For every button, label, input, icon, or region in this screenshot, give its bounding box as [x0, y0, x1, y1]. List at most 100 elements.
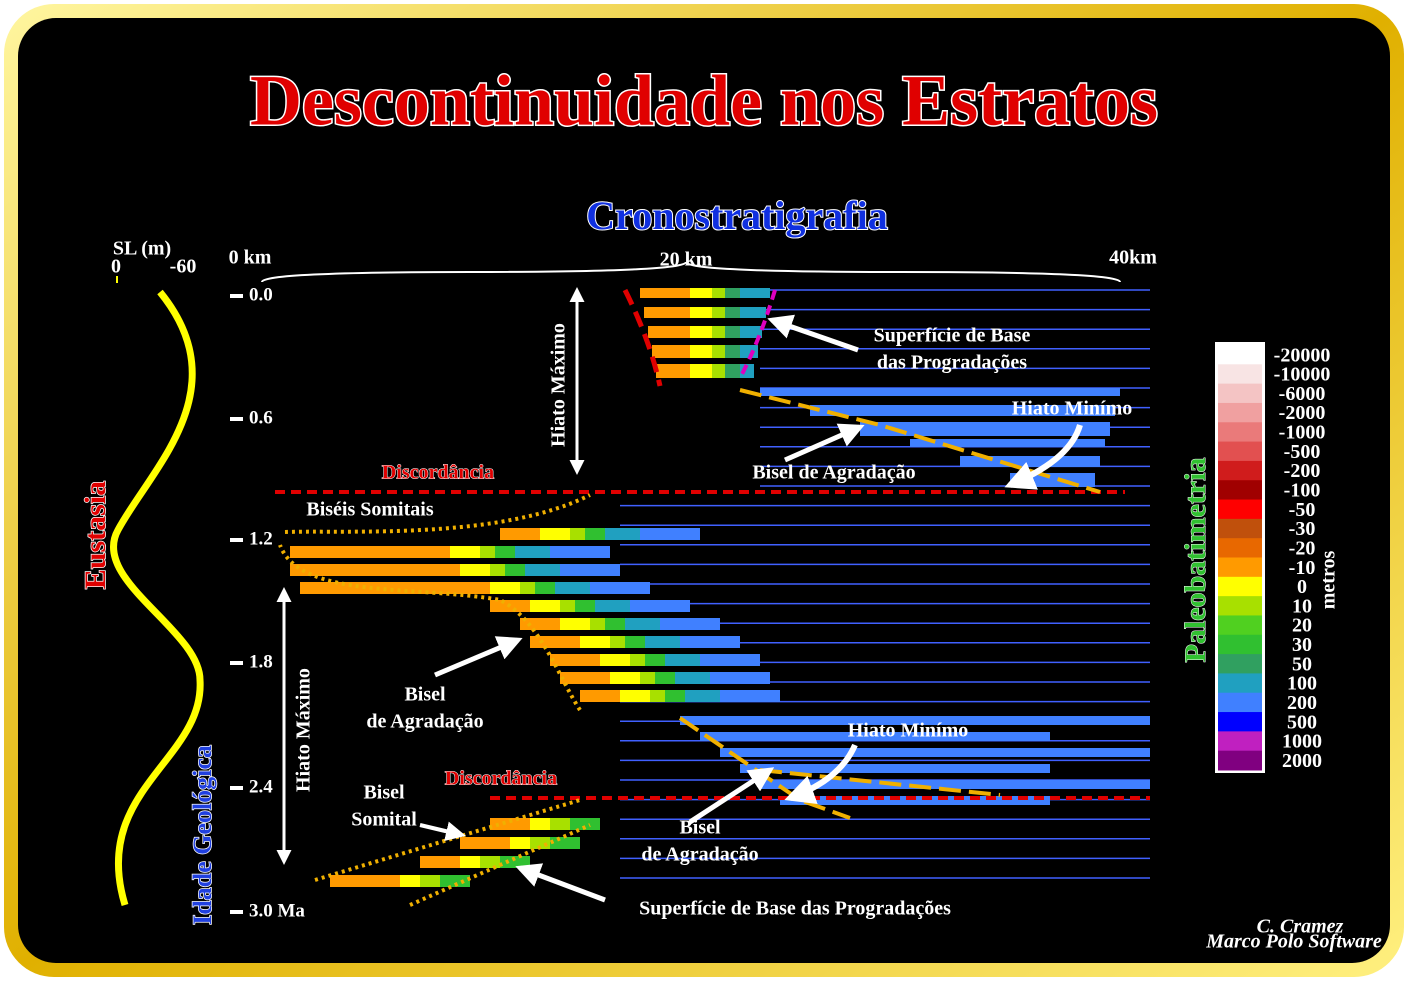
stratum	[680, 636, 740, 648]
stratum	[700, 654, 760, 666]
arrow	[1004, 424, 1083, 490]
stratum	[300, 582, 490, 594]
stratum	[665, 690, 685, 702]
stratum	[690, 307, 712, 318]
stratum	[460, 837, 510, 849]
stratum	[595, 600, 630, 612]
stratum	[648, 326, 690, 338]
stratum	[860, 422, 1110, 436]
stratum	[760, 388, 1120, 396]
annotation: Superfície de Base	[874, 325, 1031, 347]
stratum	[550, 837, 580, 849]
stratum	[510, 837, 530, 849]
stratum	[605, 528, 640, 540]
legend-label: 100	[1287, 673, 1317, 695]
stratum	[640, 528, 700, 540]
legend-swatch	[1218, 499, 1262, 520]
legend-swatch	[1218, 364, 1262, 385]
age-label: 1.2	[249, 528, 273, 549]
stratum	[560, 564, 620, 576]
stratum	[625, 636, 645, 648]
legend-label: -200	[1284, 460, 1321, 482]
stratum	[480, 856, 500, 868]
legend-swatch	[1218, 596, 1262, 616]
stratum	[450, 546, 480, 558]
stratum	[530, 636, 580, 648]
stratum	[505, 564, 525, 576]
distance-label: 20 km	[660, 249, 713, 271]
surface	[278, 493, 591, 712]
annotation: de Agradação	[366, 711, 483, 733]
distance-brace	[261, 261, 1121, 283]
eustasy-title: Eustasia	[79, 481, 112, 589]
sea-level-tick: 0	[111, 256, 121, 278]
subtitle: Cronostratigrafia	[586, 193, 887, 238]
arrow	[688, 767, 775, 825]
stratum	[700, 732, 1050, 741]
stratum	[570, 528, 585, 540]
arrow	[784, 743, 858, 804]
legend-label: -50	[1289, 499, 1316, 521]
stratum	[712, 288, 725, 298]
legend-title: Paleobatimetria	[1179, 458, 1212, 663]
legend-swatch	[1218, 422, 1262, 443]
stratum	[560, 618, 590, 630]
legend-label: -10000	[1274, 364, 1331, 386]
surface	[678, 716, 1001, 820]
stratum	[495, 546, 515, 558]
stratum	[690, 326, 712, 338]
distance-label: 40km	[1109, 247, 1157, 269]
stratum	[680, 716, 1150, 725]
stratum	[740, 764, 1050, 773]
stratum	[570, 818, 600, 830]
stratum	[675, 672, 710, 684]
stratum	[420, 875, 440, 887]
legend-label: -2000	[1279, 402, 1326, 424]
stratum	[712, 345, 725, 358]
stratum	[460, 564, 490, 576]
legend-label: 500	[1287, 711, 1317, 733]
annotation: Bisel	[404, 684, 446, 706]
annotation: das Progradações	[877, 352, 1027, 374]
stratum	[560, 600, 575, 612]
legend-label: -20000	[1274, 344, 1331, 366]
stratum	[590, 582, 650, 594]
stratum	[590, 618, 605, 630]
stratum	[685, 690, 720, 702]
arrow	[783, 423, 865, 463]
sea-level-tick: -60	[170, 256, 197, 278]
stratum	[712, 364, 725, 378]
stratum	[665, 654, 700, 666]
stratum	[712, 307, 725, 318]
stratum	[740, 288, 770, 298]
legend-label: -1000	[1279, 422, 1326, 444]
annotation: Hiato Minímo	[848, 720, 969, 742]
stratum	[460, 856, 480, 868]
stratum	[630, 600, 690, 612]
stratum	[652, 345, 690, 358]
stratum	[540, 528, 570, 540]
stratum	[725, 307, 740, 318]
legend-swatch	[1218, 576, 1262, 597]
legend-swatch	[1218, 634, 1262, 655]
stratum	[780, 796, 1050, 805]
stratum	[960, 456, 1100, 467]
stratum	[490, 582, 520, 594]
stratum	[690, 364, 712, 378]
credit: C. Cramez	[1257, 916, 1344, 938]
stratum	[515, 546, 550, 558]
legend-swatch	[1218, 615, 1262, 636]
background	[18, 18, 1390, 963]
surface	[738, 289, 777, 379]
age-label: 1.8	[249, 651, 273, 672]
stratum	[520, 582, 535, 594]
stratum	[560, 672, 610, 684]
stratum	[400, 875, 420, 887]
credit: Marco Polo Software	[1205, 931, 1382, 953]
legend-swatch	[1218, 731, 1262, 752]
stratum	[625, 618, 660, 630]
legend-swatch	[1218, 345, 1262, 365]
legend-label: 2000	[1282, 750, 1322, 772]
legend-swatch	[1218, 383, 1262, 404]
stratum	[530, 818, 550, 830]
